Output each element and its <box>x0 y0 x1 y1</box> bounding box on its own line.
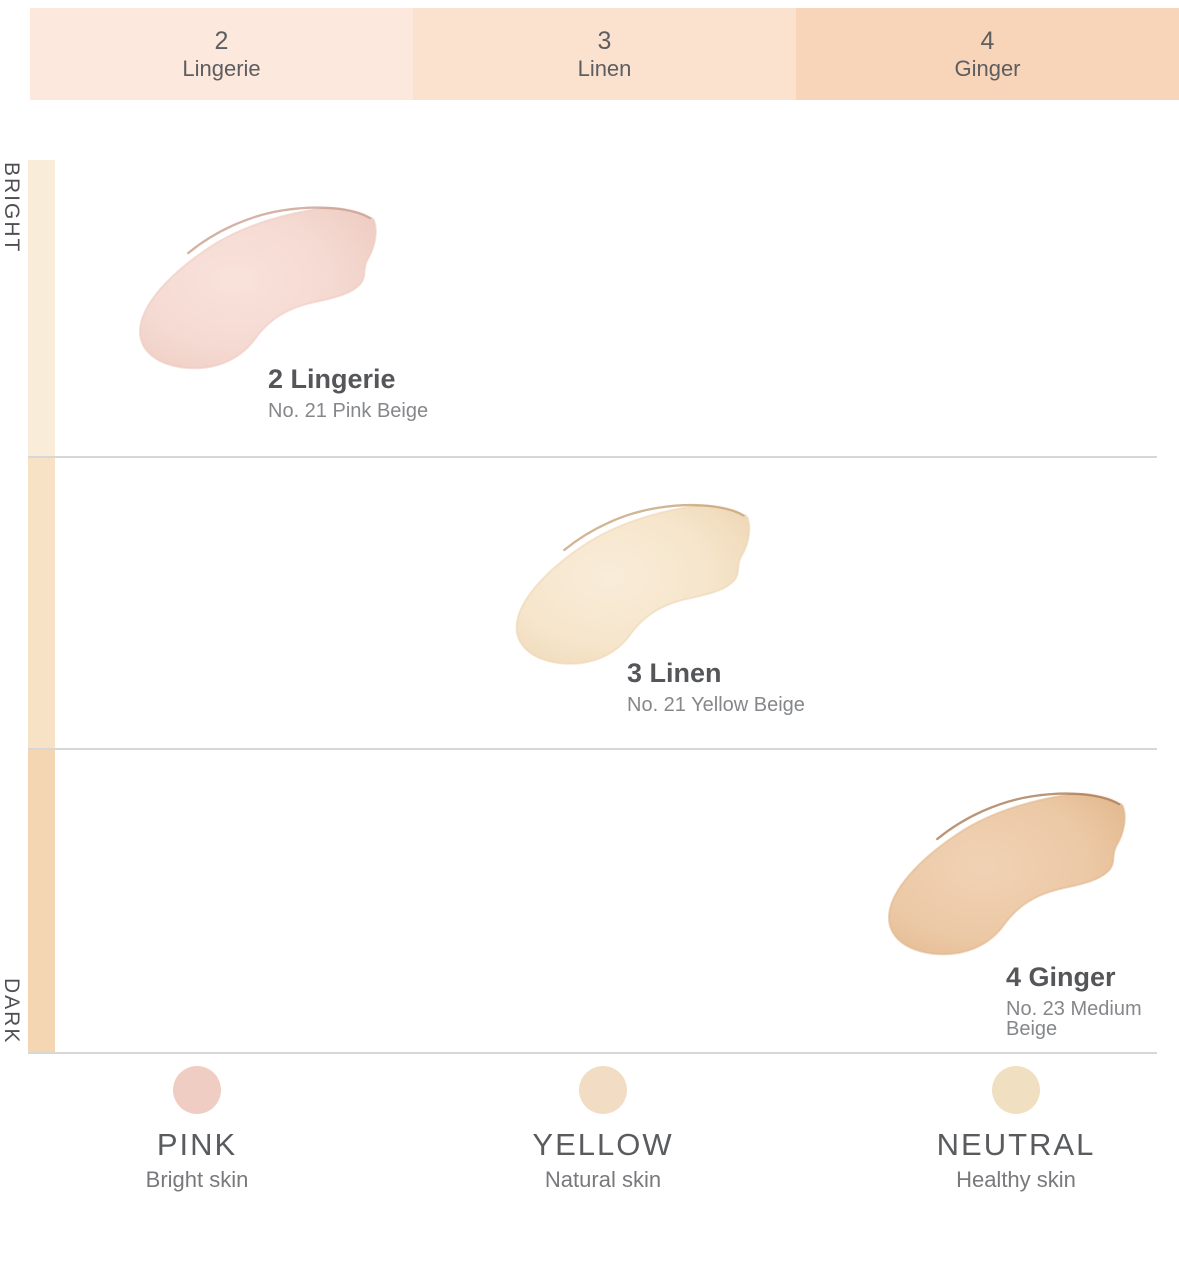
header-number: 4 <box>980 26 995 55</box>
legend-subtitle: Bright skin <box>145 1167 249 1192</box>
legend-title: YELLOW <box>532 1127 674 1162</box>
header-label: Lingerie <box>182 55 261 81</box>
axis-bar-segment <box>28 458 55 750</box>
shade-name: 3 Linen <box>627 658 722 688</box>
legend-subtitle: Healthy skin <box>956 1167 1076 1192</box>
shade-code: No. 23 Medium Beige <box>1006 998 1142 1040</box>
shade-caption: 2 Lingerie No. 21 Pink Beige <box>268 364 429 422</box>
swatch-lingerie <box>138 204 377 370</box>
shade-caption: 3 Linen No. 21 Yellow Beige <box>627 658 805 716</box>
shade-name: 4 Ginger <box>1006 962 1116 992</box>
shade-header: 2 Lingerie 3 Linen 4 Ginger <box>30 8 1179 100</box>
swatch-linen <box>515 503 751 665</box>
legend-dot <box>173 1066 221 1114</box>
header-number: 2 <box>214 26 229 55</box>
axis-label-dark: DARK <box>0 978 23 1045</box>
header-cell: 3 Linen <box>413 8 796 100</box>
legend-item-yellow: YELLOW Natural skin <box>453 1066 753 1191</box>
legend-title: PINK <box>156 1127 238 1162</box>
shade-code: No. 21 Pink Beige <box>268 400 429 422</box>
header-label: Ginger <box>954 55 1021 81</box>
header-cell: 4 Ginger <box>796 8 1179 100</box>
row-divider <box>28 748 1157 750</box>
legend-item-neutral: NEUTRAL Healthy skin <box>866 1066 1166 1191</box>
legend-dot <box>579 1066 627 1114</box>
legend-item-pink: PINK Bright skin <box>47 1066 347 1191</box>
axis-bar-segment <box>28 160 55 458</box>
legend-dot <box>992 1066 1040 1114</box>
row-divider <box>28 1052 1157 1054</box>
header-cell: 2 Lingerie <box>30 8 413 100</box>
shade-code: No. 21 Yellow Beige <box>627 694 805 716</box>
header-label: Linen <box>577 55 632 81</box>
axis-label-bright: BRIGHT <box>0 162 23 254</box>
swatch-ginger <box>887 789 1126 956</box>
shade-caption: 4 Ginger No. 23 Medium Beige <box>1006 962 1179 1040</box>
legend-title: NEUTRAL <box>936 1127 1096 1162</box>
shade-name: 2 Lingerie <box>268 364 396 394</box>
legend-subtitle: Natural skin <box>544 1167 662 1192</box>
row-divider <box>28 456 1157 458</box>
axis-bar-segment <box>28 750 55 1054</box>
header-number: 3 <box>597 26 612 55</box>
